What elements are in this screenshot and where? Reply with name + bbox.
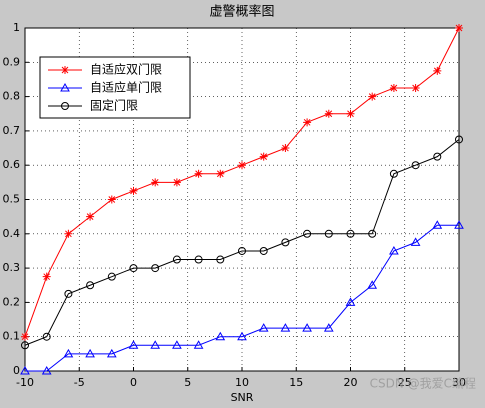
watermark: CSDN @我爱C编程 <box>370 376 476 391</box>
x-tick-label: 25 <box>398 376 412 389</box>
marker <box>455 24 463 32</box>
marker <box>389 84 398 93</box>
y-tick-label: 0.9 <box>3 55 21 68</box>
axes-frame <box>24 27 460 372</box>
marker <box>129 186 138 195</box>
marker <box>172 340 182 349</box>
marker <box>107 195 116 204</box>
marker <box>237 331 247 341</box>
marker <box>302 323 312 332</box>
x-tick-label: 15 <box>289 376 303 389</box>
marker <box>324 229 333 238</box>
marker <box>21 332 29 341</box>
marker <box>410 237 421 246</box>
marker <box>454 220 464 229</box>
marker <box>346 229 355 238</box>
x-tick-label: 30 <box>452 376 466 389</box>
x-tick-label: 0 <box>130 376 137 389</box>
marker <box>86 212 95 221</box>
x-axis-label: SNR <box>231 391 254 404</box>
marker <box>259 246 268 255</box>
marker <box>281 238 290 247</box>
marker <box>128 340 139 349</box>
marker <box>303 118 312 127</box>
y-tick-label: 0.5 <box>3 193 21 206</box>
marker <box>106 348 117 358</box>
marker <box>346 109 355 118</box>
marker <box>172 178 181 187</box>
marker <box>432 220 443 229</box>
marker <box>41 365 52 375</box>
marker <box>86 281 95 290</box>
marker <box>324 109 333 118</box>
marker <box>280 323 291 332</box>
marker <box>368 92 377 101</box>
marker <box>345 297 356 306</box>
marker <box>215 331 226 341</box>
marker <box>61 102 69 110</box>
y-tick-label: 0.1 <box>3 330 21 343</box>
marker <box>60 82 70 92</box>
legend-label: 固定门限 <box>90 98 138 113</box>
marker <box>64 289 73 298</box>
y-tick-label: 0.7 <box>3 124 21 137</box>
y-tick-label: 0.8 <box>3 90 21 103</box>
marker <box>303 229 312 238</box>
marker <box>411 161 420 170</box>
x-tick-label: 20 <box>344 376 358 389</box>
x-tick-label: -5 <box>74 376 85 389</box>
marker <box>150 340 161 349</box>
marker <box>21 341 29 350</box>
marker <box>20 365 30 375</box>
marker <box>172 255 181 264</box>
x-tick-label: -10 <box>16 376 34 389</box>
marker <box>238 246 246 255</box>
chart-title: 虚警概率图 <box>209 4 274 20</box>
legend-label: 自适应双门限 <box>90 62 162 77</box>
marker <box>281 144 290 153</box>
marker <box>389 245 399 255</box>
x-tick-label: 10 <box>235 376 249 389</box>
marker <box>129 264 138 273</box>
y-tick-label: 0.4 <box>3 227 21 240</box>
marker <box>64 229 73 238</box>
y-tick-label: 0.6 <box>3 158 21 171</box>
y-tick-label: 1 <box>13 21 20 34</box>
marker <box>455 135 463 144</box>
marker <box>216 255 225 264</box>
legend-label: 自适应单门限 <box>90 80 162 95</box>
marker <box>194 169 203 178</box>
marker <box>63 348 74 358</box>
series-line <box>25 224 459 372</box>
marker <box>42 332 51 341</box>
marker <box>433 152 442 161</box>
marker <box>151 264 160 273</box>
marker <box>259 152 268 161</box>
x-tick-label: 5 <box>184 376 191 389</box>
marker <box>258 323 269 332</box>
marker <box>433 66 442 75</box>
marker <box>193 340 204 349</box>
marker <box>411 84 420 93</box>
marker <box>42 272 51 281</box>
marker <box>368 229 377 238</box>
marker <box>194 255 203 264</box>
marker <box>151 178 160 187</box>
series-line <box>24 139 460 346</box>
y-tick-label: 0.3 <box>3 261 21 274</box>
marker <box>238 161 246 170</box>
marker <box>107 272 116 281</box>
marker <box>323 323 334 332</box>
y-tick-label: 0.2 <box>3 295 21 308</box>
marker <box>367 280 378 289</box>
marker <box>389 169 398 178</box>
marker <box>61 66 69 74</box>
y-tick-label: 0 <box>13 364 20 377</box>
marker <box>85 348 95 358</box>
marker <box>216 169 225 178</box>
